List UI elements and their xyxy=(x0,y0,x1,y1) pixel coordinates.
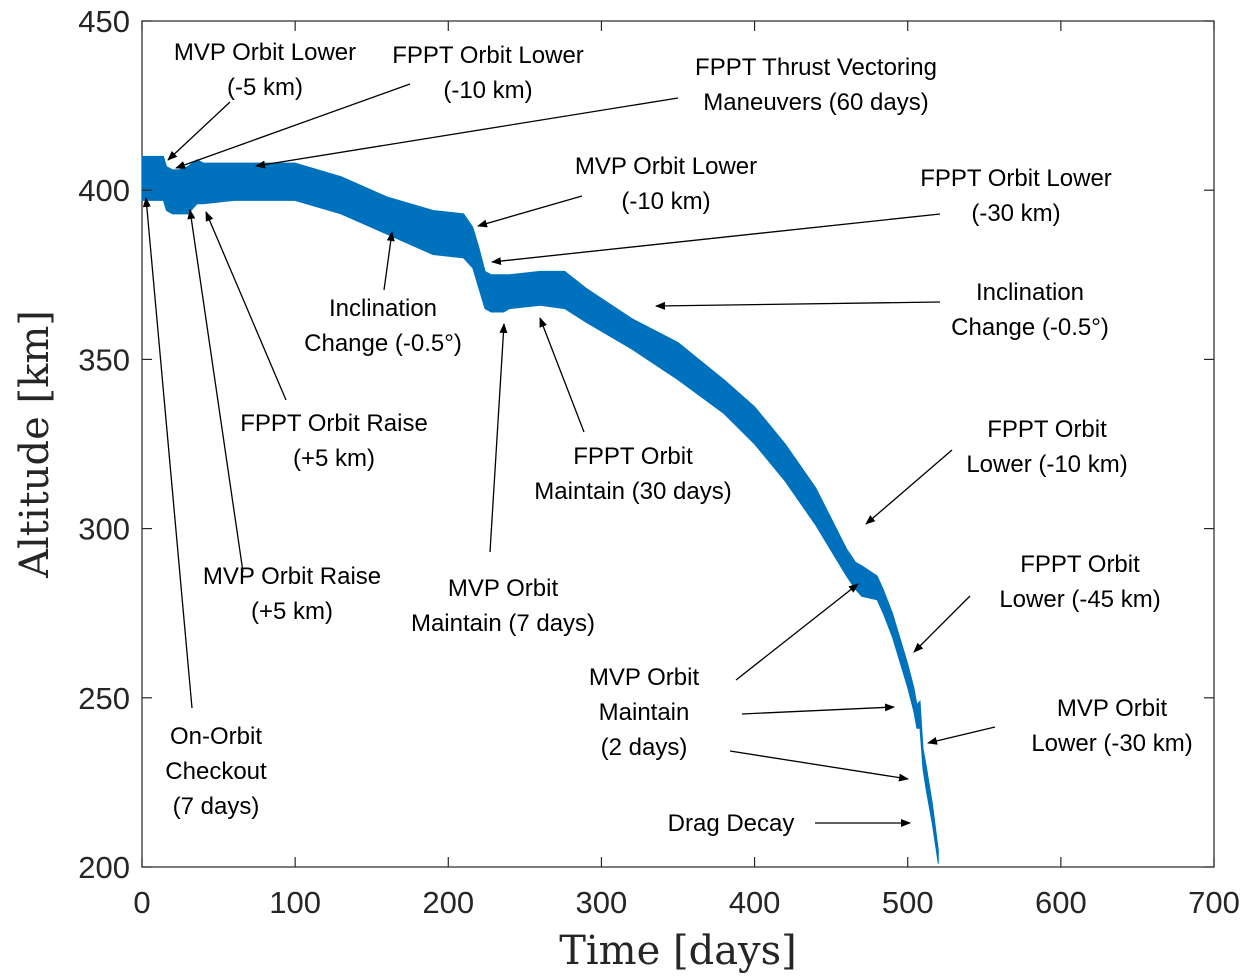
annotation-arrow xyxy=(489,323,508,553)
annotation-label: FPPT Orbit Lower (-30 km) xyxy=(920,165,1112,227)
annotation-line: FPPT Orbit Raise xyxy=(240,410,428,437)
annotation-line: Inclination xyxy=(329,295,437,322)
annotation-arrow xyxy=(865,449,953,525)
annotation-line: FPPT Orbit xyxy=(573,443,693,470)
x-tick-label: 700 xyxy=(1188,885,1240,920)
annotation-label: MVP Orbit Maintain (2 days) xyxy=(589,664,700,761)
y-tick-label: 300 xyxy=(78,512,130,547)
annotation-line: On-Orbit xyxy=(170,723,262,750)
annotation-label: On-Orbit Checkout (7 days) xyxy=(165,723,267,820)
x-tick-label: 600 xyxy=(1035,885,1087,920)
annotation-label: Drag Decay xyxy=(668,810,795,837)
x-tick-label: 300 xyxy=(576,885,628,920)
annotation-arrow xyxy=(187,209,244,573)
annotation-line: Maintain (30 days) xyxy=(534,478,731,505)
x-tick-label: 0 xyxy=(133,885,150,920)
annotation-label: MVP Orbit Lower (-30 km) xyxy=(1031,695,1192,757)
annotation-arrow xyxy=(205,211,287,401)
annotation-line: Inclination xyxy=(976,279,1084,306)
annotation-line: (7 days) xyxy=(173,793,260,820)
annotation-line: MVP Orbit xyxy=(1057,695,1168,722)
annotation-label: MVP Orbit Maintain (7 days) xyxy=(411,575,595,637)
altitude-band-layer xyxy=(141,155,939,864)
annotation-line: Lower (-45 km) xyxy=(999,586,1160,613)
annotation-line: Change (-0.5°) xyxy=(951,314,1109,341)
annotation-line: Checkout xyxy=(165,758,267,785)
annotation-line: FPPT Orbit xyxy=(987,416,1107,443)
annotation-line: MVP Orbit xyxy=(589,664,700,691)
annotation-line: FPPT Orbit Lower xyxy=(392,42,584,69)
y-tick-label: 200 xyxy=(78,850,130,885)
x-tick-label: 100 xyxy=(269,885,321,920)
y-axis-label: Altitude [km] xyxy=(12,310,58,579)
annotation-line: Maintain (7 days) xyxy=(411,610,595,637)
annotation-arrow xyxy=(255,97,679,169)
annotation-line: (+5 km) xyxy=(293,445,375,472)
annotation-line: FPPT Orbit Lower xyxy=(920,165,1112,192)
annotation-line: (-10 km) xyxy=(443,77,532,104)
y-tick-label: 250 xyxy=(78,681,130,716)
annotation-line: MVP Orbit xyxy=(448,575,559,602)
annotation-line: Maintain xyxy=(599,699,690,726)
annotation-arrow xyxy=(741,703,895,715)
annotation-arrows xyxy=(142,83,996,827)
annotation-arrow xyxy=(927,726,996,745)
annotation-line: MVP Orbit Raise xyxy=(203,563,381,590)
annotation-line: MVP Orbit Lower xyxy=(575,153,757,180)
annotation-arrow xyxy=(491,213,941,266)
annotation-label: FPPT Orbit Raise (+5 km) xyxy=(240,410,428,472)
annotation-label: MVP Orbit Lower (-10 km) xyxy=(575,153,757,215)
x-axis-label: Time [days] xyxy=(559,928,797,974)
annotation-arrow xyxy=(913,595,971,653)
annotation-arrow xyxy=(735,583,859,681)
annotation-line: (-5 km) xyxy=(227,74,303,101)
annotation-line: Lower (-30 km) xyxy=(1031,730,1192,757)
annotation-line: FPPT Thrust Vectoring xyxy=(695,54,937,81)
plot-area xyxy=(141,20,1215,868)
annotation-line: MVP Orbit Lower xyxy=(174,39,356,66)
annotation-arrow xyxy=(175,83,411,169)
annotation-label: MVP Orbit Lower (-5 km) xyxy=(174,39,356,101)
annotation-arrow xyxy=(655,301,941,310)
x-tick-label: 500 xyxy=(882,885,934,920)
x-tick-label: 200 xyxy=(422,885,474,920)
annotation-label: FPPT Orbit Lower (-10 km) xyxy=(392,42,584,104)
annotation-line: Change (-0.5°) xyxy=(304,330,462,357)
annotation-line: (+5 km) xyxy=(251,598,333,625)
annotation-label: FPPT Thrust Vectoring Maneuvers (60 days) xyxy=(695,54,937,116)
y-tick-label: 400 xyxy=(78,173,130,208)
annotations: MVP Orbit Lower (-5 km) FPPT Orbit Lower (-… xyxy=(165,39,1192,837)
annotation-arrow xyxy=(539,317,585,433)
x-axis-ticks: 0 100 200 300 400 500 600 700 xyxy=(133,21,1240,920)
annotation-arrow xyxy=(729,750,909,782)
annotation-line: Maneuvers (60 days) xyxy=(703,89,928,116)
annotation-line: (2 days) xyxy=(601,734,688,761)
annotation-arrow xyxy=(167,101,231,161)
annotation-label: FPPT Orbit Lower (-45 km) xyxy=(999,551,1160,613)
annotation-label: FPPT Orbit Maintain (30 days) xyxy=(534,443,731,505)
altitude-band xyxy=(141,155,939,864)
annotation-line: FPPT Orbit xyxy=(1020,551,1140,578)
annotation-arrow xyxy=(383,231,395,291)
x-tick-label: 400 xyxy=(729,885,781,920)
annotation-arrow xyxy=(477,195,583,228)
annotation-line: (-10 km) xyxy=(621,188,710,215)
annotation-line: Drag Decay xyxy=(668,810,795,837)
y-tick-label: 350 xyxy=(78,342,130,377)
annotation-label: MVP Orbit Raise (+5 km) xyxy=(203,563,381,625)
y-axis-ticks: 200 250 300 350 400 450 xyxy=(78,4,1214,885)
annotation-label: Inclination Change (-0.5°) xyxy=(951,279,1109,341)
annotation-line: Lower (-10 km) xyxy=(966,451,1127,478)
annotation-line: (-30 km) xyxy=(971,200,1060,227)
annotation-label: FPPT Orbit Lower (-10 km) xyxy=(966,416,1127,478)
y-tick-label: 450 xyxy=(78,4,130,39)
annotation-label: Inclination Change (-0.5°) xyxy=(304,295,462,357)
annotation-arrow xyxy=(142,197,193,709)
